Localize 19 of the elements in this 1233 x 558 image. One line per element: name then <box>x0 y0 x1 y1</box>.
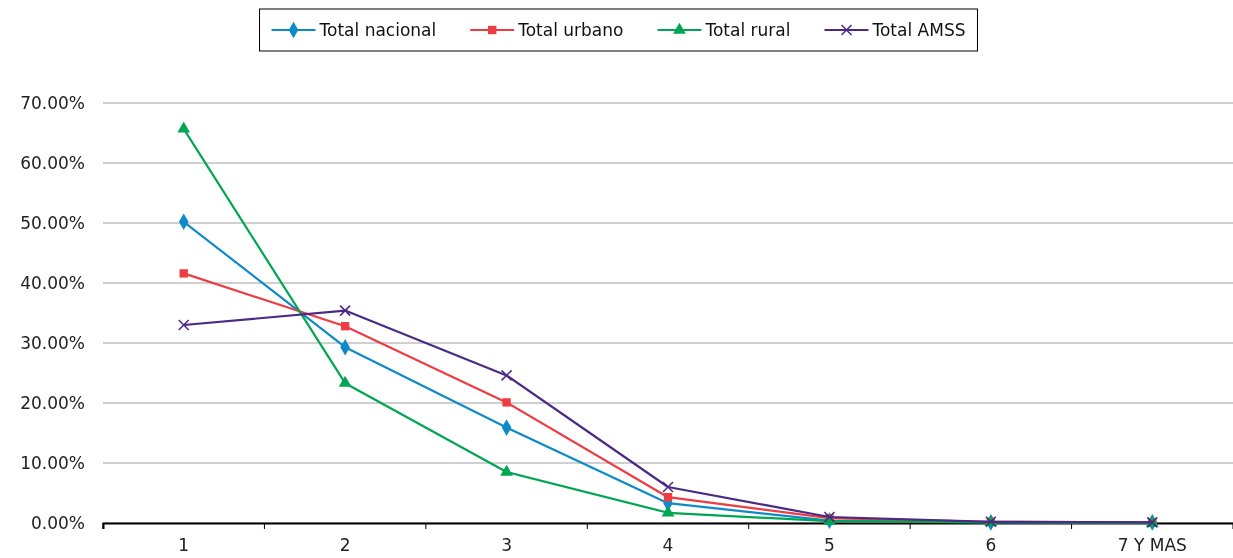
x-tick-label: 1 <box>178 534 190 555</box>
x-tick-label: 3 <box>501 534 512 555</box>
y-tick-label: 10.00% <box>20 452 85 473</box>
legend-label: Total nacional <box>318 19 437 40</box>
x-tick-label: 4 <box>662 534 674 555</box>
y-tick-label: 20.00% <box>20 392 85 413</box>
legend-label: Total urbano <box>517 19 624 40</box>
x-tick-label: 2 <box>339 534 351 555</box>
legend-label: Total AMSS <box>871 19 966 40</box>
y-tick-label: 70.00% <box>20 92 85 113</box>
x-tick-label: 5 <box>824 534 835 555</box>
y-tick-label: 60.00% <box>20 152 85 173</box>
y-tick-label: 40.00% <box>20 272 85 293</box>
y-tick-label: 0.00% <box>30 512 85 533</box>
y-tick-label: 30.00% <box>20 332 85 353</box>
x-tick-label: 6 <box>985 534 997 555</box>
legend-label: Total rural <box>704 19 791 40</box>
x-tick-label: 7 Y MAS <box>1117 534 1187 555</box>
y-tick-label: 50.00% <box>20 212 85 233</box>
